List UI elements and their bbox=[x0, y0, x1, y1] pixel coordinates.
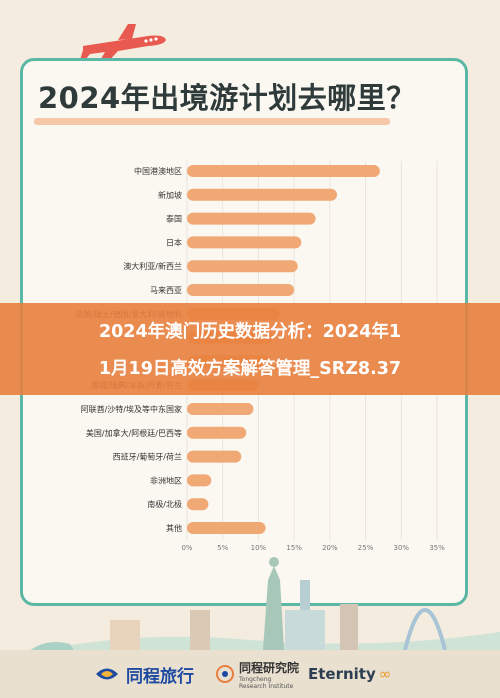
bar bbox=[187, 188, 337, 201]
chart-title: 2024年出境游计划去哪里？ bbox=[38, 81, 416, 115]
airplane-icon bbox=[80, 24, 166, 64]
tongcheng-travel-logo: 同程旅行 bbox=[94, 650, 194, 698]
category-label: 马来西亚 bbox=[150, 286, 182, 295]
x-tick-label: 30% bbox=[394, 544, 410, 552]
x-tick-label: 35% bbox=[429, 544, 445, 552]
title-underline bbox=[34, 118, 390, 125]
category-label: 中国港澳地区 bbox=[134, 166, 182, 176]
bar bbox=[187, 236, 302, 249]
overlay-line-2: 1月19日高效方案解答管理_SRZ8.37 bbox=[98, 359, 402, 379]
category-label: 南极/北极 bbox=[147, 499, 182, 509]
logo2-sub1: Tongcheng bbox=[239, 675, 272, 683]
bar bbox=[187, 498, 209, 511]
bar bbox=[187, 212, 316, 225]
x-tick-label: 10% bbox=[251, 544, 267, 552]
landmarks-illustration bbox=[0, 557, 500, 660]
logo3-text: Eternity bbox=[308, 665, 376, 683]
eternity-logo: Eternity ∞ bbox=[308, 650, 391, 698]
category-label: 非洲地区 bbox=[150, 475, 182, 485]
category-label: 新加坡 bbox=[158, 190, 182, 200]
bar bbox=[187, 403, 254, 415]
category-label: 日本 bbox=[166, 237, 182, 247]
bar bbox=[187, 165, 380, 177]
category-label: 澳大利亚/新西兰 bbox=[123, 261, 182, 271]
category-label: 阿联酋/沙特/埃及等中东国家 bbox=[81, 404, 182, 414]
logo2-text: 同程研究院 bbox=[239, 660, 300, 675]
overlay-banner: 2024年澳门历史数据分析：2024年1 1月19日高效方案解答管理_SRZ8.… bbox=[0, 303, 500, 395]
category-label: 美国/加拿大/阿根廷/巴西等 bbox=[86, 428, 182, 438]
category-label: 其他 bbox=[166, 523, 182, 533]
footer: 同程旅行 同程研究院 Tongcheng Research Institute … bbox=[0, 650, 500, 698]
x-tick-label: 25% bbox=[358, 544, 374, 552]
x-tick-label: 15% bbox=[286, 544, 302, 552]
bar bbox=[187, 426, 247, 439]
bar bbox=[187, 474, 212, 487]
bar bbox=[187, 522, 266, 534]
x-tick-label: 20% bbox=[322, 544, 338, 552]
category-label: 西班牙/葡萄牙/荷兰 bbox=[113, 452, 182, 462]
overlay-line-1: 2024年澳门历史数据分析：2024年1 bbox=[98, 322, 402, 342]
logo1-text: 同程旅行 bbox=[126, 666, 194, 687]
logo2-sub2: Research Institute bbox=[239, 682, 294, 690]
infinity-icon: ∞ bbox=[378, 665, 392, 683]
bar bbox=[187, 284, 295, 296]
research-institute-logo: 同程研究院 Tongcheng Research Institute bbox=[215, 650, 299, 698]
bar bbox=[187, 260, 298, 273]
x-tick-label: 5% bbox=[217, 544, 228, 552]
x-tick-label: 0% bbox=[181, 544, 192, 552]
tongcheng-mark-icon bbox=[96, 668, 118, 680]
category-label: 泰国 bbox=[166, 214, 182, 224]
research-mark-icon bbox=[216, 665, 234, 683]
bar bbox=[187, 450, 242, 463]
